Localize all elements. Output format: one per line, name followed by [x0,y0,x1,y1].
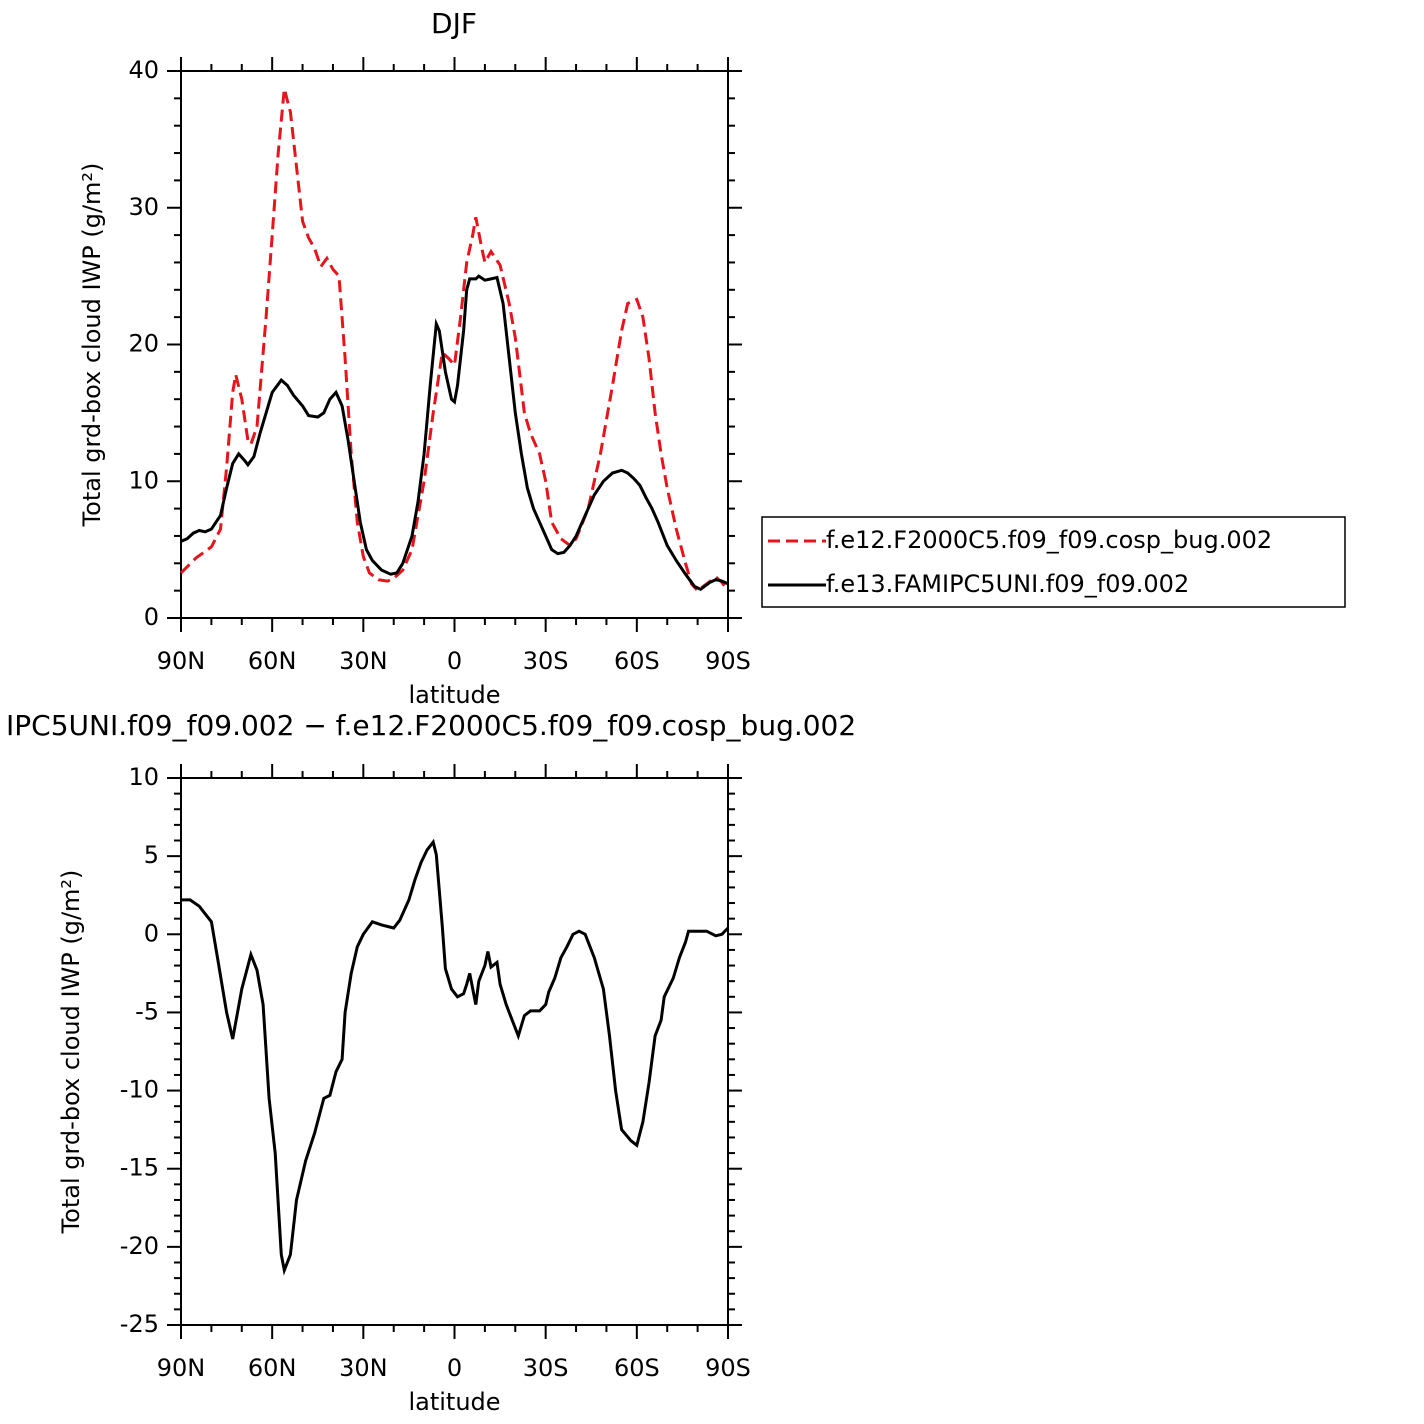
legend-label: f.e12.F2000C5.f09_f09.cosp_bug.002 [826,526,1272,554]
x-tick-label: 30S [523,647,569,675]
y-tick-label: -10 [120,1076,159,1104]
legend-box [761,516,1346,608]
x-axis-label: latitude [408,681,500,709]
x-tick-label: 90N [157,1354,206,1382]
y-tick-label: 10 [128,466,159,494]
x-tick-label: 60S [614,1354,660,1382]
y-tick-label: -5 [135,997,159,1025]
y-tick-label: 5 [144,841,159,869]
x-tick-label: 90S [705,647,751,675]
y-tick-label: -25 [120,1310,159,1338]
x-tick-label: 30N [339,647,388,675]
x-tick-label: 90N [157,647,206,675]
y-tick-label: 0 [144,603,159,631]
x-tick-label: 60N [248,647,297,675]
y-tick-label: 20 [128,330,159,358]
series-line [179,88,730,593]
x-tick-label: 90S [705,1354,751,1382]
y-tick-label: -20 [120,1232,159,1260]
y-tick-label: 30 [128,193,159,221]
legend-label: f.e13.FAMIPC5UNI.f09_f09.002 [826,570,1189,598]
series-line [181,838,730,1276]
chart-title: DJF [431,7,477,40]
y-tick-label: -15 [120,1154,159,1182]
plot-frame [180,777,729,1326]
y-axis-label: Total grd-box cloud IWP (g/m²) [78,163,106,528]
chart-title: IPC5UNI.f09_f09.002 − f.e12.F2000C5.f09_… [6,709,856,742]
x-tick-label: 60S [614,647,660,675]
series-line [180,274,729,592]
y-tick-label: 40 [128,56,159,84]
y-tick-label: 0 [144,919,159,947]
x-tick-label: 30S [523,1354,569,1382]
x-tick-label: 30N [339,1354,388,1382]
x-axis-label: latitude [408,1388,500,1416]
x-tick-label: 0 [447,1354,462,1382]
y-axis-label: Total grd-box cloud IWP (g/m²) [57,870,85,1235]
y-tick-label: 10 [128,763,159,791]
x-tick-label: 0 [447,647,462,675]
x-tick-label: 60N [248,1354,297,1382]
